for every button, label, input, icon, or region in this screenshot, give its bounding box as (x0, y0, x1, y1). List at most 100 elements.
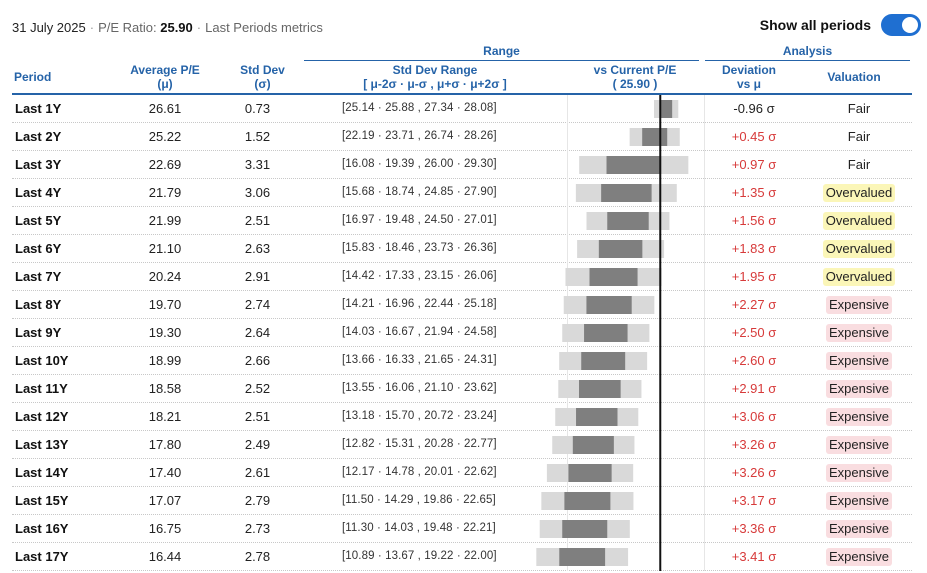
std-dev-range-cell: [14.03 · 16.67 , 21.94 · 24.58] (342, 326, 497, 338)
deviation-cell: +1.56 σ (731, 213, 777, 228)
std-dev-range-cell: [13.18 · 15.70 , 20.72 · 23.24] (342, 410, 497, 422)
toggle-knob (902, 17, 918, 33)
header-divider (12, 93, 912, 95)
std-dev-range-cell: [12.17 · 14.78 , 20.01 · 22.62] (342, 466, 497, 478)
average-pe-cell: 21.99 (148, 213, 182, 228)
valuation-cell: Expensive (804, 403, 914, 431)
col-std-dev-range-title: Std Dev Range (392, 63, 478, 77)
inner-range-bar (568, 464, 612, 482)
col-average-pe-title: Average P/E (130, 63, 200, 77)
column-separator (704, 179, 705, 207)
average-pe-cell: 18.58 (148, 381, 182, 396)
period-cell: Last 9Y (15, 325, 62, 340)
std-dev-range-cell: [16.08 · 19.39 , 26.00 · 29.30] (342, 158, 497, 170)
period-cell: Last 3Y (15, 157, 62, 172)
std-dev-range-cell: [16.97 · 19.48 , 24.50 · 27.01] (342, 214, 497, 226)
col-average-pe-symbol: (μ) (157, 77, 173, 91)
table-row: Last 12Y 18.21 2.51 [13.18 · 15.70 , 20.72 … (12, 403, 912, 431)
inner-range-bar (660, 100, 673, 118)
period-cell: Last 16Y (15, 521, 69, 536)
period-cell: Last 6Y (15, 241, 62, 256)
column-separator (567, 123, 568, 151)
inner-range-bar (581, 352, 626, 370)
inner-range-bar (601, 184, 652, 202)
column-separator (704, 375, 705, 403)
valuation-badge: Expensive (826, 324, 892, 342)
period-cell: Last 14Y (15, 465, 69, 480)
average-pe-cell: 25.22 (148, 129, 182, 144)
std-dev-range-cell: [15.83 · 18.46 , 23.73 · 26.36] (342, 242, 497, 254)
range-group-underline (304, 60, 699, 61)
valuation-cell: Overvalued (804, 263, 914, 291)
col-std-dev-range: Std Dev Range [ μ-2σ · μ-σ , μ+σ · μ+2σ … (320, 63, 550, 91)
average-pe-cell: 17.80 (148, 437, 182, 452)
column-separator (704, 207, 705, 235)
col-std-dev-symbol: (σ) (254, 77, 271, 91)
valuation-cell: Expensive (804, 347, 914, 375)
period-cell: Last 11Y (15, 381, 68, 396)
column-separator (567, 235, 568, 263)
table-row: Last 2Y 25.22 1.52 [22.19 · 23.71 , 26.74 ·… (12, 123, 912, 151)
col-valuation: Valuation (827, 70, 881, 84)
col-std-dev: Std Dev (σ) (215, 63, 310, 91)
deviation-cell: +1.35 σ (731, 185, 777, 200)
valuation-cell: Fair (804, 123, 914, 151)
metrics-subtitle: Last Periods metrics (205, 20, 323, 35)
valuation-cell: Expensive (804, 515, 914, 543)
std-dev-range-cell: [15.68 · 18.74 , 24.85 · 27.90] (342, 186, 497, 198)
analysis-group-header: Analysis (782, 44, 833, 58)
inner-range-bar (606, 156, 662, 174)
valuation-cell: Expensive (804, 319, 914, 347)
deviation-cell: +3.06 σ (731, 409, 777, 424)
periods-table: Last 1Y 26.61 0.73 [25.14 · 25.88 , 27.34 ·… (12, 95, 912, 571)
valuation-badge: Expensive (826, 296, 892, 314)
valuation-cell: Overvalued (804, 235, 914, 263)
valuation-badge: Expensive (826, 520, 892, 538)
column-separator (704, 543, 705, 571)
valuation-badge: Overvalued (822, 212, 896, 230)
show-all-periods-control[interactable]: Show all periods (760, 14, 921, 36)
valuation-cell: Fair (804, 95, 914, 123)
std-dev-cell: 2.51 (244, 213, 271, 228)
deviation-cell: +2.60 σ (731, 353, 777, 368)
vs-current-pe-chart (536, 95, 689, 571)
col-vs-current-pe-value: ( 25.90 ) (612, 77, 658, 91)
valuation-cell: Expensive (804, 487, 914, 515)
inner-range-bar (589, 268, 638, 286)
average-pe-cell: 22.69 (148, 157, 182, 172)
col-std-dev-title: Std Dev (240, 63, 285, 77)
valuation-badge: Expensive (826, 436, 892, 454)
table-row: Last 17Y 16.44 2.78 [10.89 · 13.67 , 19.22 … (12, 543, 912, 571)
pe-ratio-label: P/E Ratio: (98, 20, 157, 35)
valuation-cell: Expensive (804, 459, 914, 487)
deviation-cell: +3.26 σ (731, 465, 777, 480)
deviation-cell: +2.27 σ (731, 297, 777, 312)
valuation-badge: Fair (847, 157, 871, 172)
valuation-cell: Expensive (804, 375, 914, 403)
valuation-badge: Expensive (826, 464, 892, 482)
valuation-badge: Overvalued (822, 184, 896, 202)
deviation-cell: +0.45 σ (731, 129, 777, 144)
average-pe-cell: 19.70 (148, 297, 182, 312)
valuation-badge: Expensive (826, 352, 892, 370)
column-separator (704, 431, 705, 459)
valuation-badge: Expensive (826, 380, 892, 398)
deviation-cell: +2.91 σ (731, 381, 777, 396)
table-row: Last 3Y 22.69 3.31 [16.08 · 19.39 , 26.00 ·… (12, 151, 912, 179)
std-dev-range-cell: [22.19 · 23.71 , 26.74 · 28.26] (342, 130, 497, 142)
range-group-header: Range (483, 44, 520, 58)
average-pe-cell: 16.44 (148, 549, 182, 564)
deviation-cell: +1.95 σ (731, 269, 777, 284)
std-dev-cell: 2.52 (244, 381, 271, 396)
column-separator (704, 235, 705, 263)
deviation-cell: -0.96 σ (733, 101, 775, 116)
std-dev-range-cell: [12.82 · 15.31 , 20.28 · 22.77] (342, 438, 497, 450)
show-all-periods-toggle[interactable] (881, 14, 921, 36)
table-row: Last 6Y 21.10 2.63 [15.83 · 18.46 , 23.73 ·… (12, 235, 912, 263)
column-separator (704, 291, 705, 319)
deviation-cell: +3.17 σ (731, 493, 777, 508)
period-cell: Last 7Y (15, 269, 62, 284)
period-cell: Last 12Y (15, 409, 69, 424)
valuation-badge: Fair (847, 129, 871, 144)
column-separator (704, 319, 705, 347)
